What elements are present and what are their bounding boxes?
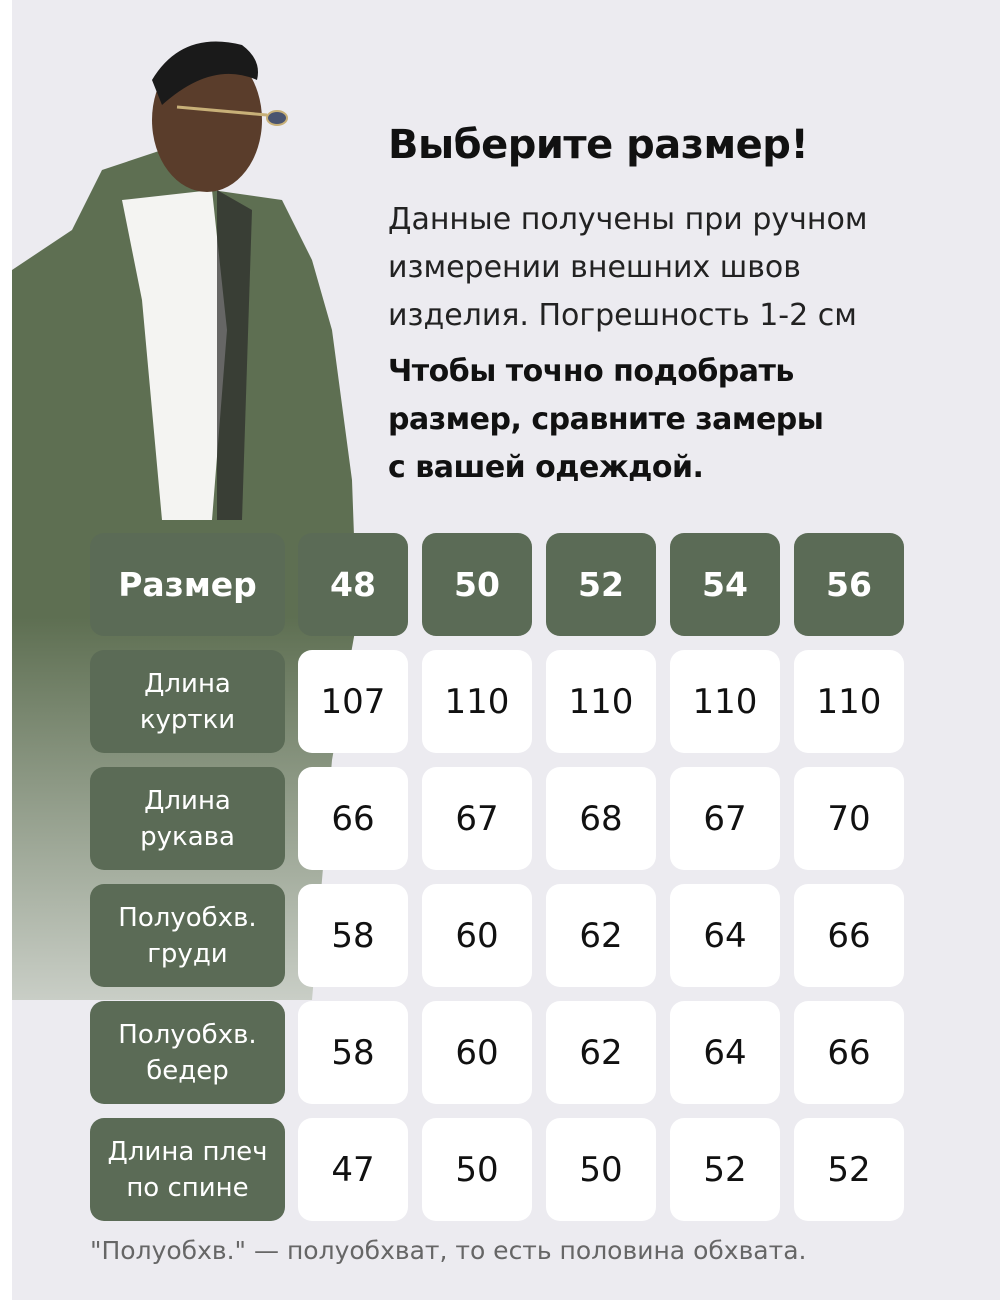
description: Данные получены при ручном измерении вне… bbox=[388, 196, 948, 340]
row-label-line: по спине bbox=[126, 1172, 249, 1203]
value-cell: 62 bbox=[546, 884, 656, 987]
value-cell: 64 bbox=[670, 884, 780, 987]
value-cell: 60 bbox=[422, 884, 532, 987]
row-label-line: куртки bbox=[139, 704, 236, 735]
value-cell: 110 bbox=[794, 650, 904, 753]
description-line: изделия. Погрешность 1-2 см bbox=[388, 298, 857, 333]
row-label: Длина куртки bbox=[140, 666, 235, 738]
value-cell: 52 bbox=[794, 1118, 904, 1221]
value-cell: 50 bbox=[546, 1118, 656, 1221]
row-label-line: Полуобхв. bbox=[118, 902, 257, 933]
value-cell: 110 bbox=[546, 650, 656, 753]
size-header-cell: 52 bbox=[546, 533, 656, 636]
row-label-line: Длина bbox=[144, 668, 231, 699]
value-cell: 66 bbox=[794, 1001, 904, 1104]
row-label-cell: Полуобхв. бедер bbox=[90, 1001, 285, 1104]
advice-line: размер, сравните замеры bbox=[388, 402, 824, 437]
value-cell: 62 bbox=[546, 1001, 656, 1104]
description-line: измерении внешних швов bbox=[388, 250, 801, 285]
row-label-line: Полуобхв. bbox=[118, 1019, 257, 1050]
row-label-line: Длина bbox=[144, 785, 231, 816]
row-label: Длина плеч по спине bbox=[108, 1134, 268, 1206]
row-label-line: бедер bbox=[146, 1055, 229, 1086]
value-cell: 68 bbox=[546, 767, 656, 870]
size-header-cell: 56 bbox=[794, 533, 904, 636]
row-label: Длина рукава bbox=[140, 783, 235, 855]
value-cell: 110 bbox=[670, 650, 780, 753]
value-cell: 110 bbox=[422, 650, 532, 753]
row-label: Полуобхв. груди bbox=[118, 900, 256, 972]
advice-text: Чтобы точно подобрать размер, сравните з… bbox=[388, 348, 824, 492]
value-cell: 47 bbox=[298, 1118, 408, 1221]
row-label-cell: Длина плеч по спине bbox=[90, 1118, 285, 1221]
value-cell: 50 bbox=[422, 1118, 532, 1221]
value-cell: 67 bbox=[670, 767, 780, 870]
advice-line: Чтобы точно подобрать bbox=[388, 354, 794, 389]
value-cell: 64 bbox=[670, 1001, 780, 1104]
value-cell: 107 bbox=[298, 650, 408, 753]
value-cell: 58 bbox=[298, 884, 408, 987]
row-label-cell: Длина рукава bbox=[90, 767, 285, 870]
value-cell: 70 bbox=[794, 767, 904, 870]
value-cell: 66 bbox=[794, 884, 904, 987]
size-header-cell: 48 bbox=[298, 533, 408, 636]
value-cell: 67 bbox=[422, 767, 532, 870]
header-label-cell: Размер bbox=[90, 533, 285, 636]
row-label: Полуобхв. бедер bbox=[118, 1017, 256, 1089]
value-cell: 60 bbox=[422, 1001, 532, 1104]
size-header-cell: 54 bbox=[670, 533, 780, 636]
footnote: "Полуобхв." — полуобхват, то есть полови… bbox=[90, 1236, 807, 1265]
size-header-cell: 50 bbox=[422, 533, 532, 636]
left-edge bbox=[0, 0, 12, 1300]
row-label-line: рукава bbox=[140, 821, 235, 852]
row-label-cell: Полуобхв. груди bbox=[90, 884, 285, 987]
row-label-cell: Длина куртки bbox=[90, 650, 285, 753]
page-title: Выберите размер! bbox=[388, 122, 809, 168]
value-cell: 66 bbox=[298, 767, 408, 870]
advice-line: с вашей одеждой. bbox=[388, 450, 704, 485]
row-label-line: Длина плеч bbox=[107, 1136, 268, 1167]
value-cell: 58 bbox=[298, 1001, 408, 1104]
row-label-line: груди bbox=[147, 938, 228, 969]
description-line: Данные получены при ручном bbox=[388, 202, 868, 237]
value-cell: 52 bbox=[670, 1118, 780, 1221]
